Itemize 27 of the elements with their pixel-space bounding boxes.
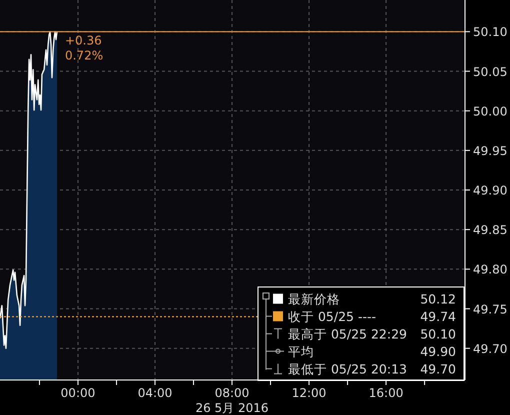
annotation: 50.12 [420,291,456,306]
annotation: +0.36 [64,34,102,48]
y-tick-label: 49.80 [473,262,508,277]
y-tick-label: 49.95 [473,144,508,158]
annotation: 最高于 05/25 22:29 [288,326,408,342]
annotation: 最低于 05/25 20:13 [288,361,407,376]
y-tick-label: 49.85 [473,223,508,238]
y-tick-label: 50.00 [473,104,508,118]
x-tick-label: 00:00 [60,386,96,400]
y-tick-label: 49.90 [473,184,508,198]
annotation: 0.72% [64,48,104,63]
x-axis-title: 26 5月 2016 [195,401,269,415]
annotation: 49.70 [420,361,456,376]
legend-label: 最新价格 [288,291,340,306]
x-tick-label: 04:00 [138,386,172,400]
ref-line-label: 收于 05/25 ---- [288,308,376,324]
y-tick-label: 50.10 [473,25,508,40]
x-tick-label: 08:00 [214,386,250,400]
x-tick-label: 16:00 [368,386,404,400]
annotation: 平均 [288,344,314,359]
annotation: 50.10 [420,326,456,342]
x-tick-label: 12:00 [292,386,326,400]
y-tick-label: 49.75 [473,302,508,316]
annotation: 49.90 [420,344,456,359]
y-tick-label: 50.05 [473,64,508,79]
y-tick-label: 49.70 [473,342,508,356]
annotation: 49.74 [420,308,456,324]
